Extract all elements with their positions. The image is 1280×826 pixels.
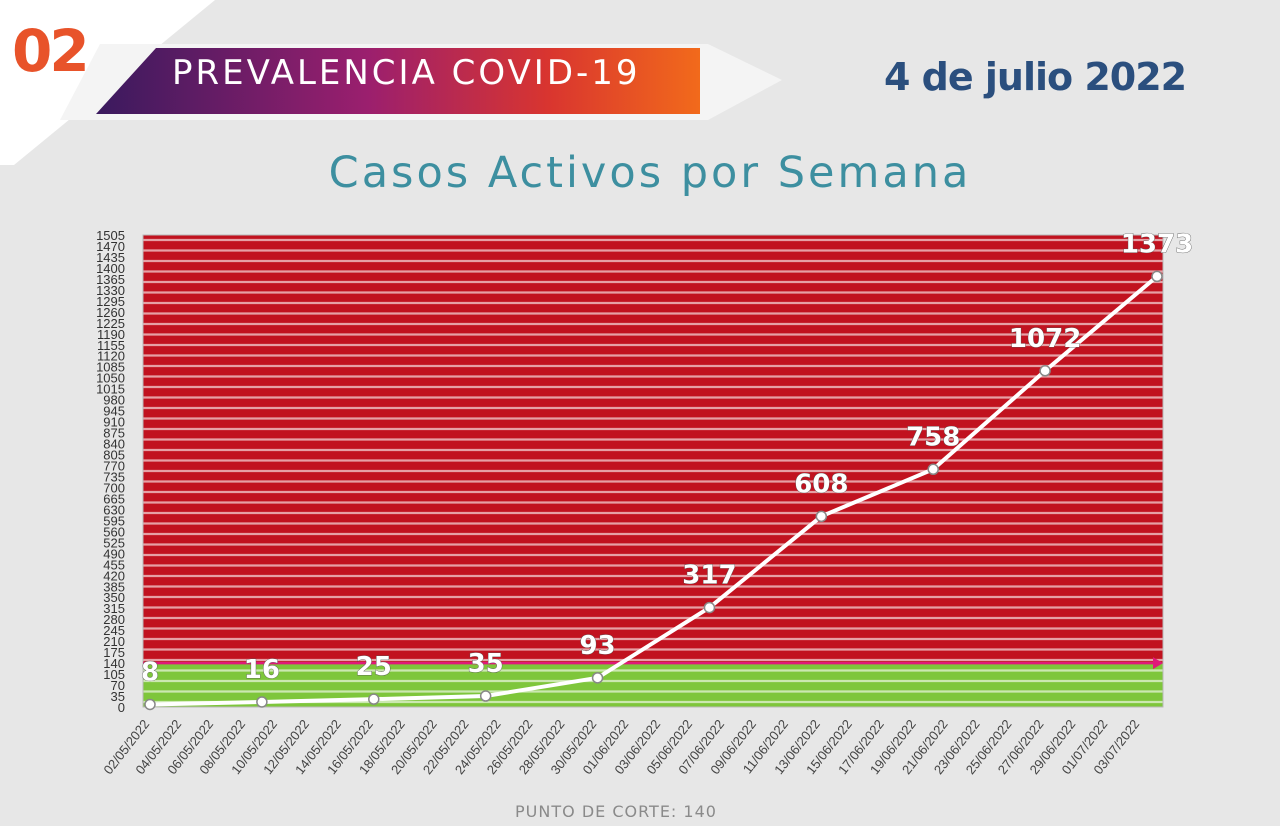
series-line xyxy=(149,274,1159,707)
y-tick-label: 665 xyxy=(103,491,125,506)
section-number: 02 xyxy=(12,17,90,85)
report-date: 4 de julio 2022 xyxy=(884,55,1187,99)
data-label: 35 xyxy=(468,649,504,679)
banner-title: PREVALENCIA COVID-19 xyxy=(172,53,641,93)
y-tick-label: 1435 xyxy=(96,250,125,265)
chart-title: Casos Activos por Semana xyxy=(328,148,972,198)
y-tick-label: 1505 xyxy=(96,228,125,243)
y-tick-label: 385 xyxy=(103,579,125,594)
y-tick-label: 70 xyxy=(111,678,125,693)
data-point xyxy=(1039,365,1051,377)
data-label: 1373 xyxy=(1121,229,1193,259)
y-tick-label: 1015 xyxy=(96,382,125,397)
y-tick-label: 525 xyxy=(103,535,125,550)
y-tick-label: 1225 xyxy=(96,316,125,331)
data-label: 25 xyxy=(356,652,392,682)
y-tick-label: 1050 xyxy=(96,371,125,386)
data-point xyxy=(1151,270,1163,283)
y-tick-label: 1365 xyxy=(96,272,125,287)
data-point xyxy=(815,510,828,523)
y-tick-label: 210 xyxy=(103,634,125,649)
data-point xyxy=(591,672,604,684)
y-tick-label: 700 xyxy=(103,480,125,495)
y-tick-label: 595 xyxy=(103,513,125,528)
y-tick-label: 245 xyxy=(103,623,125,638)
y-tick-label: 1155 xyxy=(97,338,125,353)
y-tick-label: 490 xyxy=(103,546,125,561)
y-tick-label: 560 xyxy=(103,524,125,539)
y-tick-label: 1400 xyxy=(96,261,125,276)
y-tick-label: 35 xyxy=(111,689,125,704)
y-tick-label: 1190 xyxy=(97,327,125,342)
y-tick-label: 840 xyxy=(103,437,125,452)
data-label: 8 xyxy=(141,657,159,687)
y-tick-label: 805 xyxy=(103,448,125,463)
data-point xyxy=(927,463,939,476)
data-label: 758 xyxy=(906,422,960,452)
data-point xyxy=(144,698,156,711)
y-tick-label: 455 xyxy=(103,557,125,572)
data-label: 1072 xyxy=(1009,324,1081,354)
y-tick-label: 735 xyxy=(103,469,125,484)
y-tick-label: 1295 xyxy=(96,294,125,309)
y-tick-label: 1120 xyxy=(97,349,125,364)
y-tick-label: 105 xyxy=(103,667,125,682)
y-tick-label: 630 xyxy=(103,502,125,517)
y-tick-label: 1260 xyxy=(96,305,125,320)
y-tick-label: 350 xyxy=(103,590,125,605)
y-tick-label: 910 xyxy=(103,415,125,430)
data-point xyxy=(256,696,268,708)
y-tick-label: 770 xyxy=(103,459,125,474)
data-label: 93 xyxy=(579,631,615,661)
data-label: 16 xyxy=(244,655,280,685)
y-tick-label: 0 xyxy=(118,700,125,715)
data-point xyxy=(368,693,380,705)
plot-border xyxy=(142,234,1164,708)
y-tick-label: 980 xyxy=(103,393,125,408)
data-label: 317 xyxy=(682,561,736,591)
data-label: 608 xyxy=(794,469,848,499)
y-tick-label: 1470 xyxy=(96,239,125,254)
cutoff-arrow-icon xyxy=(1153,657,1163,670)
y-tick-label: 140 xyxy=(103,656,125,671)
y-tick-label: 1330 xyxy=(96,283,125,298)
data-point xyxy=(703,601,716,614)
y-tick-label: 280 xyxy=(103,612,125,627)
y-tick-label: 945 xyxy=(103,404,125,419)
y-tick-label: 420 xyxy=(103,568,125,583)
y-tick-label: 1085 xyxy=(96,360,125,375)
cutoff-note: PUNTO DE CORTE: 140 xyxy=(515,802,717,821)
banner-gradient xyxy=(96,48,700,114)
y-tick-label: 315 xyxy=(103,601,125,616)
y-tick-label: 875 xyxy=(103,426,125,441)
data-point xyxy=(479,690,492,702)
y-tick-label: 175 xyxy=(103,645,125,660)
